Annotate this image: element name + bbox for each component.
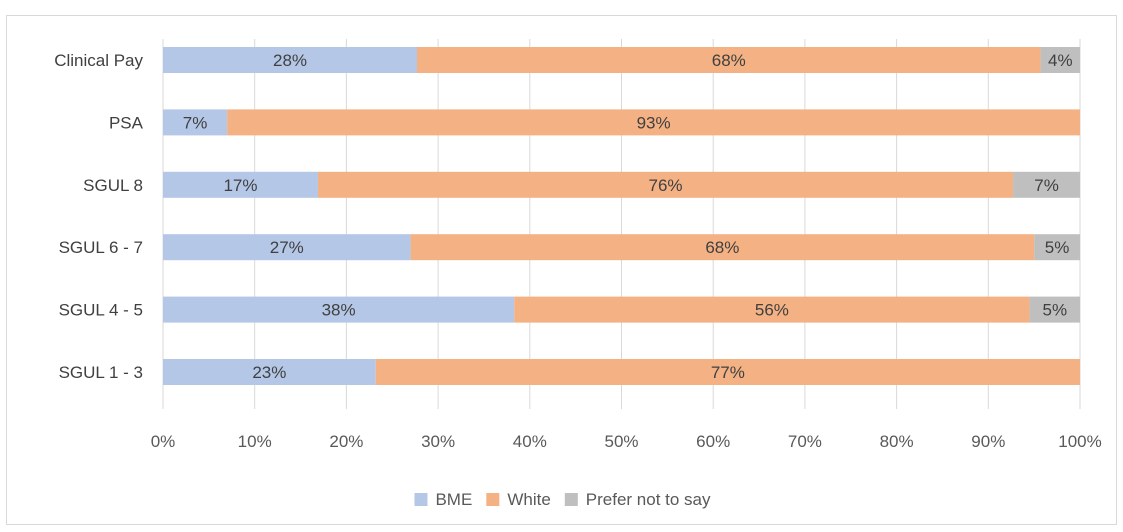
category-axis: Clinical Pay PSA SGUL 8 SGUL 6 - 7 SGUL 4 - …: [54, 51, 143, 382]
data-label: 7%: [1034, 176, 1059, 195]
data-label: 23%: [252, 363, 286, 382]
data-label: 68%: [705, 238, 739, 257]
bar-segment: [410, 234, 1035, 261]
x-tick-label: 0%: [151, 432, 176, 451]
category-label: PSA: [109, 113, 144, 132]
legend-label: BME: [435, 490, 472, 509]
bars: [163, 47, 1080, 385]
gridlines: [162, 39, 1081, 409]
data-label: 38%: [322, 301, 356, 320]
data-label: 93%: [637, 113, 671, 132]
x-tick-label: 40%: [513, 432, 547, 451]
legend-label: White: [507, 490, 550, 509]
stacked-bar-chart: 28% 68% 4% 7% 93% 17% 76% 7% 27% 68% 5% 38% 56% 5% 23%…: [54, 39, 1102, 509]
x-tick-label: 20%: [329, 432, 363, 451]
data-label: 28%: [273, 51, 307, 70]
bar-segment: [417, 47, 1041, 73]
bar-segment: [163, 109, 228, 136]
data-label: 17%: [223, 176, 257, 195]
x-tick-label: 90%: [971, 432, 1005, 451]
legend: BME White Prefer not to say: [414, 490, 711, 509]
bar-segment: [1013, 171, 1080, 198]
data-label: 5%: [1042, 301, 1067, 320]
data-label: 5%: [1045, 238, 1070, 257]
x-tick-label: 30%: [421, 432, 455, 451]
bar-segment: [163, 359, 376, 385]
x-tick-label: 100%: [1058, 432, 1101, 451]
category-label: SGUL 6 - 7: [59, 238, 143, 257]
x-tick-label: 10%: [238, 432, 272, 451]
bar-segment: [163, 296, 515, 323]
data-label: 27%: [270, 238, 304, 257]
data-label: 76%: [649, 176, 683, 195]
bar-segment: [1029, 296, 1080, 323]
legend-swatch: [414, 493, 428, 506]
data-label: 77%: [711, 363, 745, 382]
data-label: 68%: [712, 51, 746, 70]
bar-segment: [1040, 47, 1080, 73]
bar-segment: [375, 359, 1080, 385]
x-tick-label: 80%: [880, 432, 914, 451]
bar-segment: [1034, 234, 1080, 261]
category-label: SGUL 1 - 3: [59, 363, 143, 382]
data-label: 56%: [755, 301, 789, 320]
chart-frame: 28% 68% 4% 7% 93% 17% 76% 7% 27% 68% 5% 38% 56% 5% 23%…: [6, 15, 1117, 525]
category-label: Clinical Pay: [54, 51, 143, 70]
x-tick-label: 60%: [696, 432, 730, 451]
bar-segment: [227, 109, 1080, 136]
value-axis: 0% 10% 20% 30% 40% 50% 60% 70% 80% 90% 100%: [151, 432, 1102, 451]
legend-swatch: [564, 493, 578, 506]
bar-segment: [317, 171, 1014, 198]
data-label: 7%: [183, 113, 208, 132]
bar-segment: [514, 296, 1030, 323]
x-tick-label: 70%: [788, 432, 822, 451]
data-label: 4%: [1048, 51, 1073, 70]
category-label: SGUL 8: [83, 176, 143, 195]
category-label: SGUL 4 - 5: [59, 301, 143, 320]
bar-segment: [163, 234, 411, 261]
data-labels: 28% 68% 4% 7% 93% 17% 76% 7% 27% 68% 5% 38% 56% 5% 23%…: [183, 51, 1073, 382]
bar-segment: [163, 47, 418, 73]
legend-label: Prefer not to say: [586, 490, 711, 509]
legend-swatch: [486, 493, 500, 506]
x-tick-label: 50%: [604, 432, 638, 451]
bar-segment: [163, 171, 318, 198]
